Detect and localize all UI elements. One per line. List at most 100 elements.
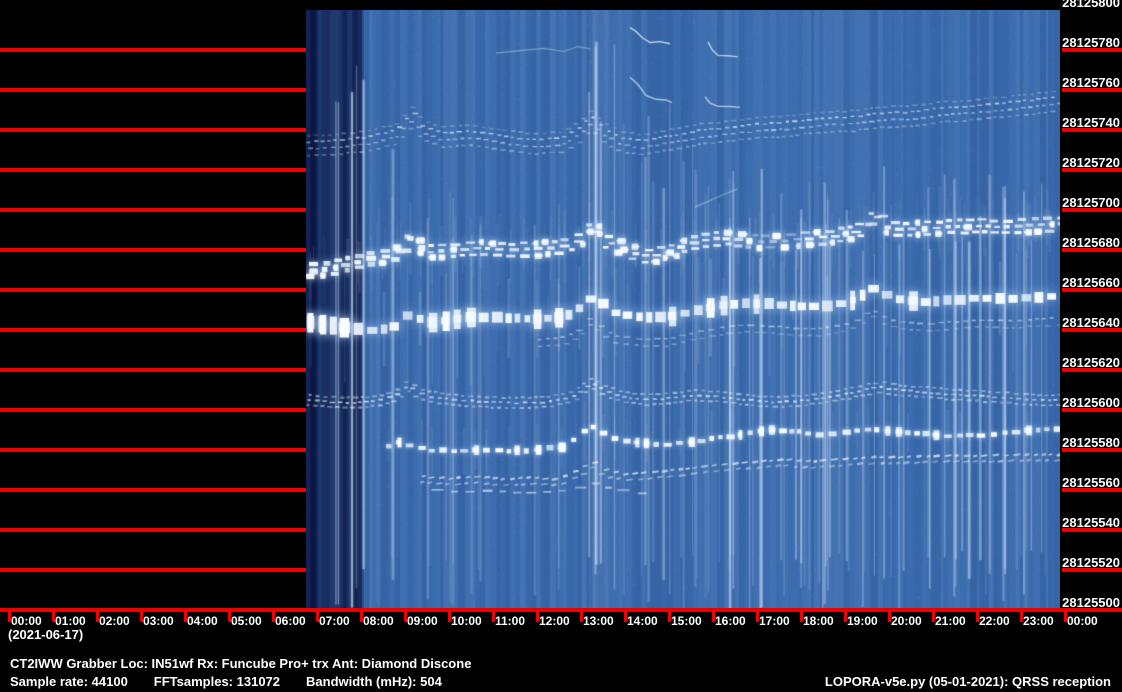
time-axis-line bbox=[0, 608, 1122, 612]
fft-samples: FFTsamples: 131072 bbox=[153, 674, 281, 689]
freq-gridline-left bbox=[0, 48, 306, 52]
freq-tick-label: 28125600 bbox=[1062, 395, 1120, 410]
station-info: CT2IWW Grabber Loc: IN51wf Rx: Funcube P… bbox=[10, 656, 472, 671]
time-tick bbox=[184, 612, 187, 622]
freq-tick-label: 28125700 bbox=[1062, 195, 1120, 210]
time-tick bbox=[228, 612, 231, 622]
freq-gridline-right bbox=[1062, 528, 1122, 532]
time-tick-label: 07:00 bbox=[319, 614, 350, 628]
freq-gridline-left bbox=[0, 528, 306, 532]
software-credit: LOPORA-v5e.py (05-01-2021): QRSS recepti… bbox=[824, 674, 1111, 689]
freq-gridline-right bbox=[1062, 48, 1122, 52]
freq-tick-label: 28125640 bbox=[1062, 315, 1120, 330]
time-tick bbox=[404, 612, 407, 622]
freq-gridline-right bbox=[1062, 568, 1122, 572]
freq-gridline-left bbox=[0, 208, 306, 212]
freq-tick-label: 28125620 bbox=[1062, 355, 1120, 370]
time-tick-label: 06:00 bbox=[275, 614, 306, 628]
freq-gridline-left bbox=[0, 288, 306, 292]
time-tick bbox=[976, 612, 979, 622]
time-tick bbox=[140, 612, 143, 622]
freq-gridline-left bbox=[0, 328, 306, 332]
time-tick bbox=[844, 612, 847, 622]
time-tick-label: 18:00 bbox=[803, 614, 834, 628]
freq-gridline-right bbox=[1062, 488, 1122, 492]
freq-gridline-left bbox=[0, 488, 306, 492]
spectrogram-canvas bbox=[306, 10, 1060, 610]
bandwidth: Bandwidth (mHz): 504 bbox=[306, 674, 442, 689]
date-label: (2021-06-17) bbox=[8, 627, 84, 642]
freq-tick-label: 28125520 bbox=[1062, 555, 1120, 570]
freq-gridline-right bbox=[1062, 248, 1122, 252]
freq-gridline-left bbox=[0, 448, 306, 452]
freq-gridline-left bbox=[0, 408, 306, 412]
time-tick bbox=[52, 612, 55, 622]
freq-tick-label: 28125800 bbox=[1062, 0, 1120, 10]
freq-gridline-right bbox=[1062, 88, 1122, 92]
time-tick bbox=[800, 612, 803, 622]
time-tick bbox=[492, 612, 495, 622]
time-tick-label: 00:00 bbox=[11, 614, 42, 628]
time-tick-label: 01:00 bbox=[55, 614, 86, 628]
freq-gridline-left bbox=[0, 368, 306, 372]
sample-rate: Sample rate: 44100 bbox=[10, 674, 128, 689]
time-tick bbox=[1064, 612, 1067, 622]
freq-tick-label: 28125780 bbox=[1062, 35, 1120, 50]
time-tick-label: 13:00 bbox=[583, 614, 614, 628]
time-tick bbox=[668, 612, 671, 622]
time-tick-label: 02:00 bbox=[99, 614, 130, 628]
time-tick-label: 12:00 bbox=[539, 614, 570, 628]
freq-tick-label: 28125720 bbox=[1062, 155, 1120, 170]
freq-gridline-left bbox=[0, 88, 306, 92]
time-tick bbox=[580, 612, 583, 622]
freq-gridline-left bbox=[0, 168, 306, 172]
time-tick-label: 21:00 bbox=[935, 614, 966, 628]
time-tick-label: 23:00 bbox=[1023, 614, 1054, 628]
freq-gridline-right bbox=[1062, 288, 1122, 292]
time-tick-label: 16:00 bbox=[715, 614, 746, 628]
time-tick-label: 19:00 bbox=[847, 614, 878, 628]
freq-gridline-right bbox=[1062, 208, 1122, 212]
freq-gridline-right bbox=[1062, 328, 1122, 332]
time-tick-label: 10:00 bbox=[451, 614, 482, 628]
freq-tick-label: 28125760 bbox=[1062, 75, 1120, 90]
freq-gridline-left bbox=[0, 128, 306, 132]
freq-gridline-left bbox=[0, 568, 306, 572]
time-tick bbox=[712, 612, 715, 622]
time-tick bbox=[1020, 612, 1023, 622]
freq-gridline-right bbox=[1062, 168, 1122, 172]
time-tick-label: 11:00 bbox=[495, 614, 526, 628]
time-tick-label: 20:00 bbox=[891, 614, 922, 628]
time-tick-label: 05:00 bbox=[231, 614, 262, 628]
freq-tick-label: 28125560 bbox=[1062, 475, 1120, 490]
freq-tick-label: 28125680 bbox=[1062, 235, 1120, 250]
freq-gridline-left bbox=[0, 248, 306, 252]
freq-tick-label: 28125500 bbox=[1062, 595, 1120, 610]
time-tick bbox=[316, 612, 319, 622]
freq-tick-label: 28125540 bbox=[1062, 515, 1120, 530]
time-tick-label: 15:00 bbox=[671, 614, 702, 628]
freq-gridline-right bbox=[1062, 368, 1122, 372]
time-tick bbox=[272, 612, 275, 622]
freq-gridline-right bbox=[1062, 408, 1122, 412]
time-tick bbox=[8, 612, 11, 622]
time-tick bbox=[360, 612, 363, 622]
time-tick-label: 03:00 bbox=[143, 614, 174, 628]
time-tick bbox=[536, 612, 539, 622]
capture-settings: Sample rate: 44100 FFTsamples: 131072 Ba… bbox=[10, 674, 442, 689]
freq-gridline-right bbox=[1062, 128, 1122, 132]
time-tick-label: 22:00 bbox=[979, 614, 1010, 628]
time-tick-label: 09:00 bbox=[407, 614, 438, 628]
time-tick-label: 17:00 bbox=[759, 614, 790, 628]
time-tick bbox=[96, 612, 99, 622]
time-tick-label: 14:00 bbox=[627, 614, 658, 628]
time-tick bbox=[448, 612, 451, 622]
time-tick bbox=[624, 612, 627, 622]
time-tick bbox=[888, 612, 891, 622]
freq-gridline-right bbox=[1062, 448, 1122, 452]
time-tick bbox=[756, 612, 759, 622]
time-tick bbox=[932, 612, 935, 622]
time-tick-label: 04:00 bbox=[187, 614, 218, 628]
freq-tick-label: 28125660 bbox=[1062, 275, 1120, 290]
